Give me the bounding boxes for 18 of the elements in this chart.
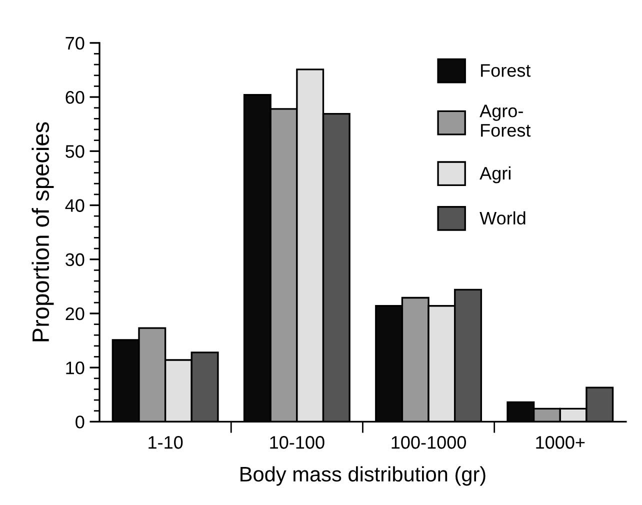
legend-label: World bbox=[480, 211, 526, 225]
y-tick-label: 30 bbox=[66, 253, 84, 266]
y-tick-label: 0 bbox=[76, 416, 84, 428]
x-tick-label: 1000+ bbox=[536, 436, 585, 449]
y-tick-label: 60 bbox=[66, 90, 84, 104]
x-tick-label: 10-100 bbox=[270, 436, 324, 449]
y-axis-title: Proportion of species bbox=[32, 122, 54, 342]
y-tick-label: 50 bbox=[66, 145, 84, 158]
legend-label: Forest bbox=[481, 64, 531, 77]
x-tick-label: 1-10 bbox=[148, 436, 183, 449]
x-tick-label: 100-1000 bbox=[392, 436, 466, 449]
x-axis-title: Body mass distribution (gr) bbox=[240, 466, 486, 486]
y-tick-label: 70 bbox=[66, 36, 84, 50]
legend-label: Agro- Forest bbox=[480, 104, 531, 137]
y-tick-label: 10 bbox=[66, 362, 84, 374]
y-tick-label: 20 bbox=[66, 307, 84, 320]
y-tick-label: 40 bbox=[65, 199, 84, 212]
legend-label: Agri bbox=[480, 166, 510, 184]
